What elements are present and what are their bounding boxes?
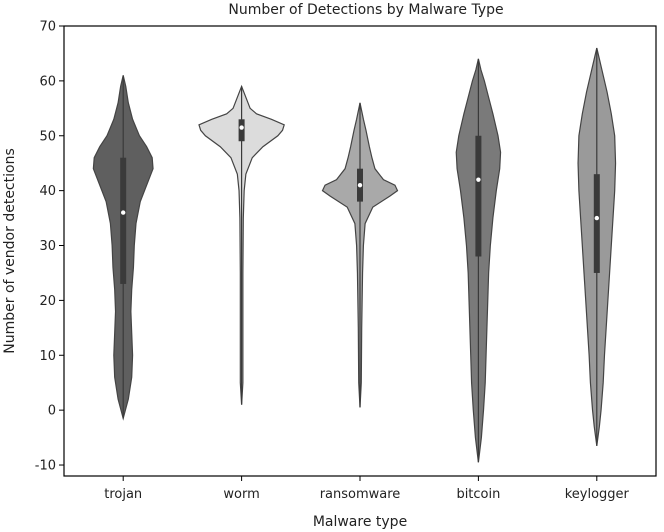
y-tick-label: 30 bbox=[39, 239, 56, 254]
violin-median-point bbox=[476, 177, 481, 182]
violin-iqr-box bbox=[238, 119, 245, 142]
x-tick-label: trojan bbox=[104, 487, 142, 502]
y-tick-label: 70 bbox=[39, 20, 56, 35]
y-tick-label: 0 bbox=[48, 404, 56, 419]
y-tick-label: 60 bbox=[39, 74, 56, 89]
violin-median-point bbox=[357, 182, 363, 188]
violin-group bbox=[92, 47, 617, 463]
y-tick-label: -10 bbox=[35, 459, 56, 474]
y-axis-label: Number of vendor detections bbox=[2, 148, 18, 353]
violin-iqr-box bbox=[475, 135, 482, 257]
y-tick-label: 20 bbox=[39, 294, 56, 309]
violin-median-point bbox=[239, 125, 244, 130]
y-axis: -10 0 10 20 30 40 50 60 70 bbox=[35, 20, 64, 474]
violin-median-point bbox=[121, 210, 126, 215]
violin-iqr-box bbox=[120, 157, 127, 284]
x-tick-label: ransomware bbox=[320, 487, 401, 502]
y-tick-label: 40 bbox=[39, 184, 56, 199]
violin-iqr-box bbox=[593, 174, 600, 273]
chart-title: Number of Detections by Malware Type bbox=[228, 2, 503, 18]
y-tick-label: 10 bbox=[39, 349, 56, 364]
x-axis: trojan worm ransomware bitcoin keylogger bbox=[104, 476, 630, 502]
y-tick-label: 50 bbox=[39, 129, 56, 144]
x-axis-label: Malware type bbox=[313, 514, 407, 530]
x-tick-label: bitcoin bbox=[456, 487, 500, 502]
x-tick-label: worm bbox=[223, 487, 259, 502]
x-tick-label: keylogger bbox=[565, 487, 630, 502]
violin-median-point bbox=[594, 215, 599, 221]
